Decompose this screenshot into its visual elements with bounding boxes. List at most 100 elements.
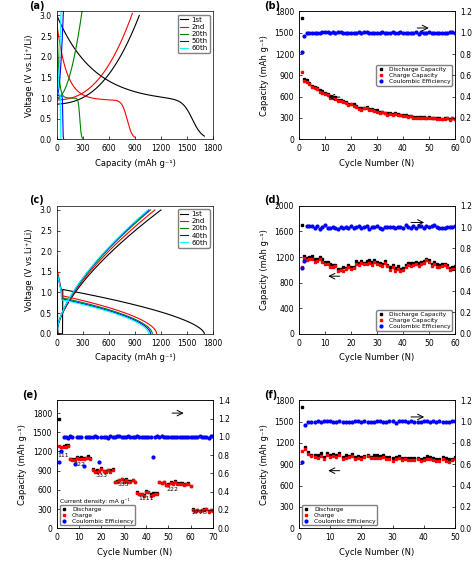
Charge	[433, 457, 439, 464]
Charge	[305, 451, 311, 458]
Discharge	[383, 454, 389, 461]
Coulombic Efficiency	[340, 419, 346, 425]
2nd	[85, 94, 91, 101]
Coulombic Efficiency	[330, 419, 336, 425]
Discharge	[433, 456, 439, 462]
1st	[125, 300, 131, 307]
Coulombic Efficiency	[340, 225, 346, 232]
Coulombic Efficiency	[365, 419, 371, 426]
Y-axis label: Capacity (mAh g⁻¹): Capacity (mAh g⁻¹)	[18, 424, 27, 505]
40th	[91, 303, 97, 310]
Legend: 1st, 2nd, 20th, 40th, 60th: 1st, 2nd, 20th, 40th, 60th	[178, 209, 210, 248]
Discharge Capacity	[398, 266, 403, 273]
Discharge Capacity	[439, 115, 445, 122]
Charge	[330, 453, 336, 460]
Charge Capacity	[351, 265, 356, 272]
Discharge	[76, 455, 82, 462]
Charge	[358, 456, 364, 462]
Coulombic Efficiency	[409, 417, 414, 424]
50th	[61, 135, 66, 142]
Line: Discharge Capacity: Discharge Capacity	[300, 17, 456, 120]
Charge	[334, 453, 339, 460]
Line: Charge: Charge	[301, 447, 456, 463]
Charge	[210, 507, 216, 514]
Coulombic Efficiency	[346, 225, 351, 232]
1st	[201, 133, 207, 140]
Coulombic Efficiency	[402, 418, 408, 425]
Discharge	[365, 452, 371, 458]
Coulombic Efficiency	[321, 417, 327, 424]
2nd	[64, 68, 69, 74]
Charge	[321, 456, 327, 462]
Discharge	[446, 456, 452, 463]
Coulombic Efficiency	[387, 417, 392, 424]
Coulombic Efficiency	[312, 419, 318, 425]
Coulombic Efficiency	[440, 418, 446, 425]
50th	[56, 93, 62, 99]
2nd	[80, 91, 85, 98]
Charge	[446, 458, 452, 465]
Coulombic Efficiency	[146, 433, 151, 440]
2nd	[126, 311, 132, 318]
2nd	[54, 264, 60, 271]
Coulombic Efficiency	[352, 418, 358, 425]
Discharge	[411, 455, 417, 462]
1st	[124, 86, 130, 93]
60th	[58, 136, 64, 143]
50th	[55, 75, 60, 82]
Discharge	[443, 455, 448, 462]
Discharge Capacity	[395, 263, 401, 270]
Text: Current density: mA g⁻¹: Current density: mA g⁻¹	[60, 498, 130, 504]
Coulombic Efficiency	[399, 417, 405, 424]
60th	[54, 269, 60, 275]
Discharge	[330, 451, 336, 458]
Discharge Capacity	[452, 262, 458, 269]
Discharge Capacity	[343, 265, 348, 272]
40th	[148, 331, 154, 337]
2nd	[111, 97, 117, 103]
Coulombic Efficiency	[452, 29, 458, 36]
2nd	[132, 134, 138, 141]
Line: Coulombic Efficiency: Coulombic Efficiency	[300, 223, 456, 269]
50th	[55, 92, 61, 99]
Coulombic Efficiency	[327, 29, 333, 36]
20th	[76, 103, 82, 110]
Charge Capacity	[299, 68, 304, 75]
Discharge Capacity	[343, 99, 348, 106]
Y-axis label: Voltage (V vs.Li⁺/Li): Voltage (V vs.Li⁺/Li)	[25, 228, 34, 311]
Coulombic Efficiency	[437, 418, 442, 425]
Charge	[362, 454, 367, 461]
Coulombic Efficiency	[105, 435, 111, 441]
Discharge	[312, 451, 318, 458]
60th	[112, 310, 118, 317]
Line: Discharge Capacity: Discharge Capacity	[300, 224, 456, 271]
Discharge	[371, 452, 377, 458]
Coulombic Efficiency	[452, 223, 458, 229]
Line: Coulombic Efficiency: Coulombic Efficiency	[301, 419, 456, 463]
Charge	[56, 442, 62, 449]
1st	[201, 331, 207, 337]
Line: Coulombic Efficiency: Coulombic Efficiency	[58, 435, 214, 467]
Coulombic Efficiency	[349, 419, 355, 426]
Coulombic Efficiency	[322, 222, 328, 228]
Coulombic Efficiency	[421, 418, 427, 425]
1st	[125, 86, 131, 93]
Discharge	[210, 507, 216, 513]
Y-axis label: Capacity (mAh g⁻¹): Capacity (mAh g⁻¹)	[260, 229, 269, 310]
1st	[54, 12, 60, 19]
Discharge	[430, 455, 436, 462]
2nd	[87, 299, 92, 306]
60th	[121, 313, 127, 320]
20th	[114, 309, 120, 316]
Line: 40th: 40th	[57, 272, 151, 334]
Discharge Capacity	[299, 15, 304, 22]
Coulombic Efficiency	[393, 419, 399, 426]
Coulombic Efficiency	[351, 224, 356, 231]
Line: 2nd: 2nd	[57, 24, 135, 137]
Charge Capacity	[340, 268, 346, 274]
Coulombic Efficiency	[353, 30, 359, 36]
Discharge Capacity	[395, 111, 401, 118]
X-axis label: Capacity (mAh g⁻¹): Capacity (mAh g⁻¹)	[94, 353, 175, 362]
X-axis label: Capacity (mAh g⁻¹): Capacity (mAh g⁻¹)	[94, 158, 175, 168]
20th	[54, 16, 60, 23]
